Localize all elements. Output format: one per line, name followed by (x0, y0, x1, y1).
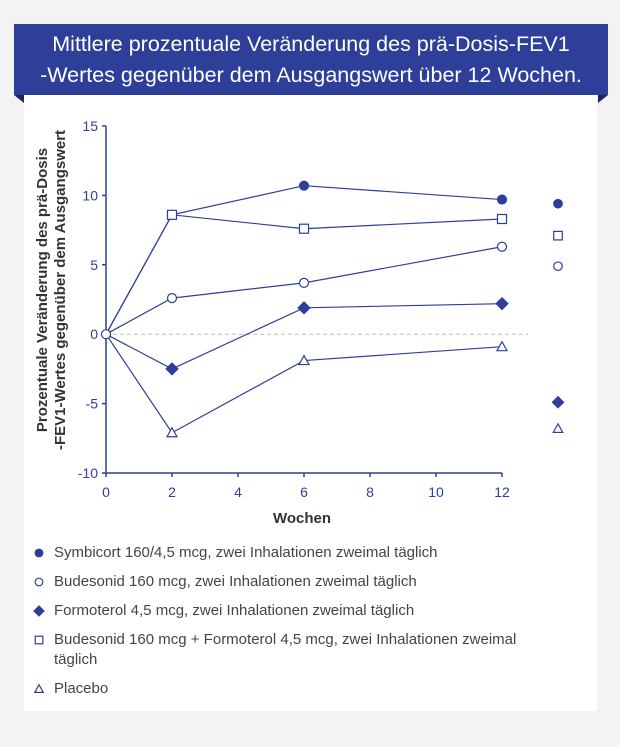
legend-item: Formoterol 4,5 mcg, zwei Inhalationen zw… (32, 601, 532, 621)
data-point-open-square (298, 223, 310, 234)
legend-item: Symbicort 160/4,5 mcg, zwei Inhalationen… (32, 543, 532, 563)
side-marker-filled-circle (553, 198, 563, 209)
data-point-filled-diamond (495, 296, 509, 311)
series-filled-circle (105, 180, 563, 335)
legend-label: Budesonid 160 mcg + Formoterol 4,5 mcg, … (54, 631, 517, 668)
series-open-triangle (105, 333, 564, 438)
legend-item: Placebo (32, 679, 532, 699)
y-tick-label: 0 (90, 326, 98, 342)
open-circle-marker (34, 577, 44, 587)
series-open-circle (105, 241, 563, 335)
legend-label: Symbicort 160/4,5 mcg, zwei Inhalationen… (54, 544, 438, 561)
y-tick-label: 15 (82, 118, 98, 134)
series-line (105, 246, 503, 335)
side-marker-open-square (553, 230, 563, 241)
title-line-1: Mittlere prozentuale Veränderung des prä… (52, 32, 570, 56)
open-triangle-icon (33, 683, 45, 693)
legend-item: Budesonid 160 mcg + Formoterol 4,5 mcg, … (32, 630, 532, 670)
legend-label: Formoterol 4,5 mcg, zwei Inhalationen zw… (54, 602, 415, 619)
data-point-open-circle (496, 241, 508, 252)
filled-diamond-icon (33, 605, 45, 617)
x-tick-label: 10 (428, 484, 444, 500)
filled-diamond-marker (33, 605, 45, 617)
series-line (105, 214, 503, 335)
side-marker-open-triangle (552, 422, 564, 433)
open-square-marker (34, 635, 44, 645)
data-point-open-triangle (495, 340, 509, 352)
x-tick-label: 4 (234, 484, 242, 500)
y-tick-label: -5 (86, 396, 99, 412)
y-axis-label-line-1: Prozentuale Veränderung des prä-Dosis (34, 148, 51, 432)
legend: Symbicort 160/4,5 mcg, zwei Inhalationen… (32, 543, 532, 708)
data-point-open-square (166, 209, 178, 220)
filled-circle-icon (34, 548, 44, 558)
legend-item: Budesonid 160 mcg, zwei Inhalationen zwe… (32, 572, 532, 592)
legend-label: Budesonid 160 mcg, zwei Inhalationen zwe… (54, 573, 417, 590)
x-tick-label: 12 (494, 484, 510, 500)
x-tick-label: 2 (168, 484, 176, 500)
data-point-filled-diamond (297, 301, 311, 315)
y-axis-label-line-2: -FEV1-Wertes gegenüber dem Ausgangswert (52, 130, 69, 450)
series-filled-diamond (105, 296, 565, 409)
y-tick-label: 10 (82, 187, 98, 203)
x-tick-label: 8 (366, 484, 374, 500)
banner-fold-left (14, 95, 24, 103)
side-marker-filled-diamond (551, 395, 565, 409)
data-point-filled-diamond (165, 362, 179, 376)
data-point-open-circle (298, 277, 310, 288)
filled-circle-marker (34, 548, 44, 558)
open-square-icon (34, 635, 44, 645)
title-line-2: -Wertes gegenüber dem Ausgangswert über … (40, 63, 582, 87)
data-point-open-triangle (297, 354, 311, 366)
x-tick-label: 0 (102, 484, 110, 500)
series-line (105, 333, 503, 434)
data-point-filled-circle (496, 194, 508, 205)
series-line (105, 303, 503, 370)
x-axis-label: Wochen (273, 510, 331, 527)
data-point-open-circle (166, 293, 178, 304)
data-point-open-square (496, 213, 508, 225)
chart-title: Mittlere prozentuale Veränderung des prä… (14, 24, 608, 95)
banner-fold-right (598, 95, 608, 103)
side-marker-open-circle (553, 261, 563, 272)
open-triangle-marker (33, 683, 45, 693)
series-open-square (105, 209, 563, 335)
y-tick-label: 5 (90, 257, 98, 273)
line-chart: -10 -5 0 5 10 15 0 2 4 6 8 10 12 Wochen Prozentuale … (34, 118, 565, 527)
legend-label: Placebo (54, 680, 109, 697)
data-point-open-triangle (165, 426, 179, 438)
x-tick-label: 6 (300, 484, 308, 500)
data-point-filled-circle (298, 180, 310, 191)
y-tick-label: -10 (78, 465, 98, 481)
origin-point (100, 329, 112, 340)
open-circle-icon (34, 577, 44, 587)
